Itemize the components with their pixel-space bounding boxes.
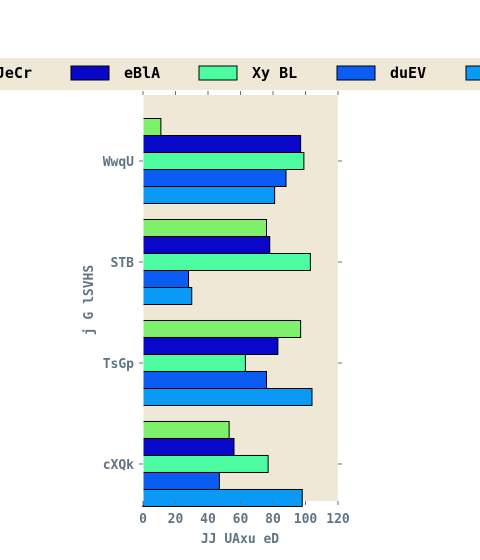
bar-cXQk-eBlA: [142, 437, 235, 456]
bar-STB-series-1: [142, 218, 267, 237]
y-tick-label-STB: STB: [111, 256, 135, 271]
bars: [142, 118, 313, 507]
legend: JeCr eBlA Xy BL duEV: [0, 64, 480, 82]
bar-cXQk-Xy BL: [142, 454, 269, 473]
bar-WwqU-eBlA: [142, 135, 302, 153]
x-tick-label-100: 100: [294, 512, 318, 527]
x-tick-label-80: 80: [265, 512, 281, 527]
legend-swatch-2: [70, 65, 110, 81]
bar-TsGp-Xy BL: [142, 353, 246, 372]
bar-WwqU-series-5: [142, 186, 276, 204]
y-tick-label-cXQk: cXQk: [103, 458, 134, 473]
y-tick-label-TsGp: TsGp: [103, 357, 134, 372]
bar-STB-duEV: [142, 269, 189, 288]
legend-swatch-3: [198, 65, 238, 81]
axes: 0 20 40 60 80 100 120 WwqU STB TsGp cXQk: [103, 91, 350, 527]
bar-TsGp-series-5: [142, 387, 313, 406]
y-axis-title: j G lSVHS: [82, 265, 97, 336]
bar-cXQk-series-5: [142, 488, 303, 507]
x-tick-label-40: 40: [200, 512, 216, 527]
legend-label-2: eBlA: [124, 64, 160, 82]
y-tick-label-WwqU: WwqU: [103, 155, 134, 170]
x-axis-title: JJ UAxu eD: [201, 532, 279, 547]
x-tick-label-0: 0: [139, 512, 147, 527]
legend-swatch-4: [336, 65, 376, 81]
bar-TsGp-eBlA: [142, 336, 279, 355]
x-tick-label-20: 20: [168, 512, 184, 527]
bar-cXQk-series-1: [142, 420, 230, 439]
bar-cXQk-duEV: [142, 471, 220, 490]
bar-STB-Xy BL: [142, 252, 311, 271]
bar-WwqU-duEV: [142, 169, 287, 187]
bar-STB-eBlA: [142, 235, 271, 254]
legend-label-3: Xy BL: [252, 64, 297, 82]
bar-WwqU-series-1: [142, 118, 162, 136]
x-tick-label-60: 60: [233, 512, 249, 527]
legend-label-1: JeCr: [0, 64, 32, 82]
legend-label-4: duEV: [390, 64, 426, 82]
x-tick-label-120: 120: [326, 512, 350, 527]
bar-STB-series-5: [142, 286, 193, 305]
bar-TsGp-series-1: [142, 319, 302, 338]
bar-WwqU-Xy BL: [142, 152, 305, 170]
bar-TsGp-duEV: [142, 370, 267, 389]
legend-swatch-5: [465, 65, 480, 81]
